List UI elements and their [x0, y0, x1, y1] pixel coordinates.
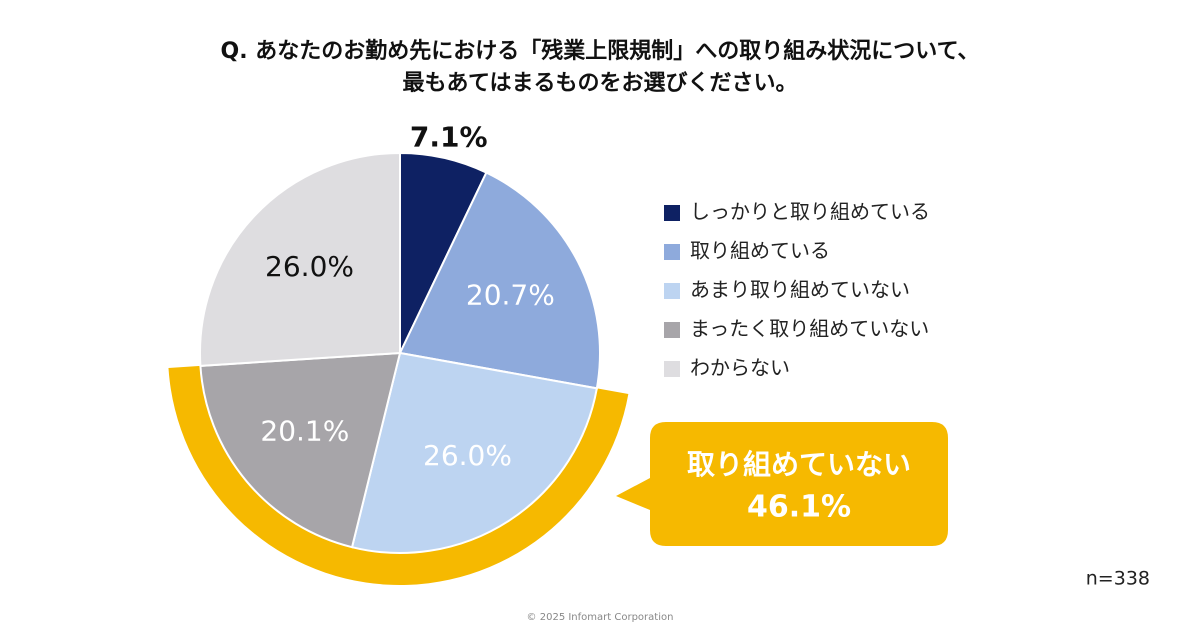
legend-label: あまり取り組めていない [690, 278, 910, 302]
note: n=338 [1086, 568, 1150, 590]
callout-text: 取り組めていない [687, 448, 911, 481]
highlight-arc [168, 365, 629, 586]
pie-slice [350, 351, 599, 554]
chart-title: Q. あなたのお勤め先における「残業上限規制」への取り組み状況について、 [221, 38, 980, 64]
value-label: 26.0% [265, 250, 354, 283]
legend-swatch [664, 244, 680, 260]
value-label: 26.0% [423, 439, 512, 472]
callout-value: 46.1% [747, 490, 851, 525]
legend-swatch [664, 361, 680, 377]
legend-label: まったく取り組めていない [690, 317, 929, 341]
legend-swatch [664, 322, 680, 338]
value-label: 7.1% [410, 120, 488, 153]
legend-swatch [664, 205, 680, 221]
footer: © 2025 Infomart Corporation [527, 612, 674, 623]
legend-label: 取り組めている [690, 239, 830, 263]
legend-label: わからない [690, 356, 790, 380]
pie-slice [398, 171, 601, 390]
pie-slice [199, 351, 402, 549]
chart-title: 最もあてはまるものをお選びください。 [402, 71, 797, 96]
pie-slice [199, 151, 401, 367]
legend-label: しっかりと取り組めている [690, 200, 930, 224]
legend-swatch [664, 283, 680, 299]
value-label: 20.1% [260, 415, 349, 448]
value-label: 20.7% [466, 278, 555, 311]
callout-bubble [616, 422, 948, 546]
